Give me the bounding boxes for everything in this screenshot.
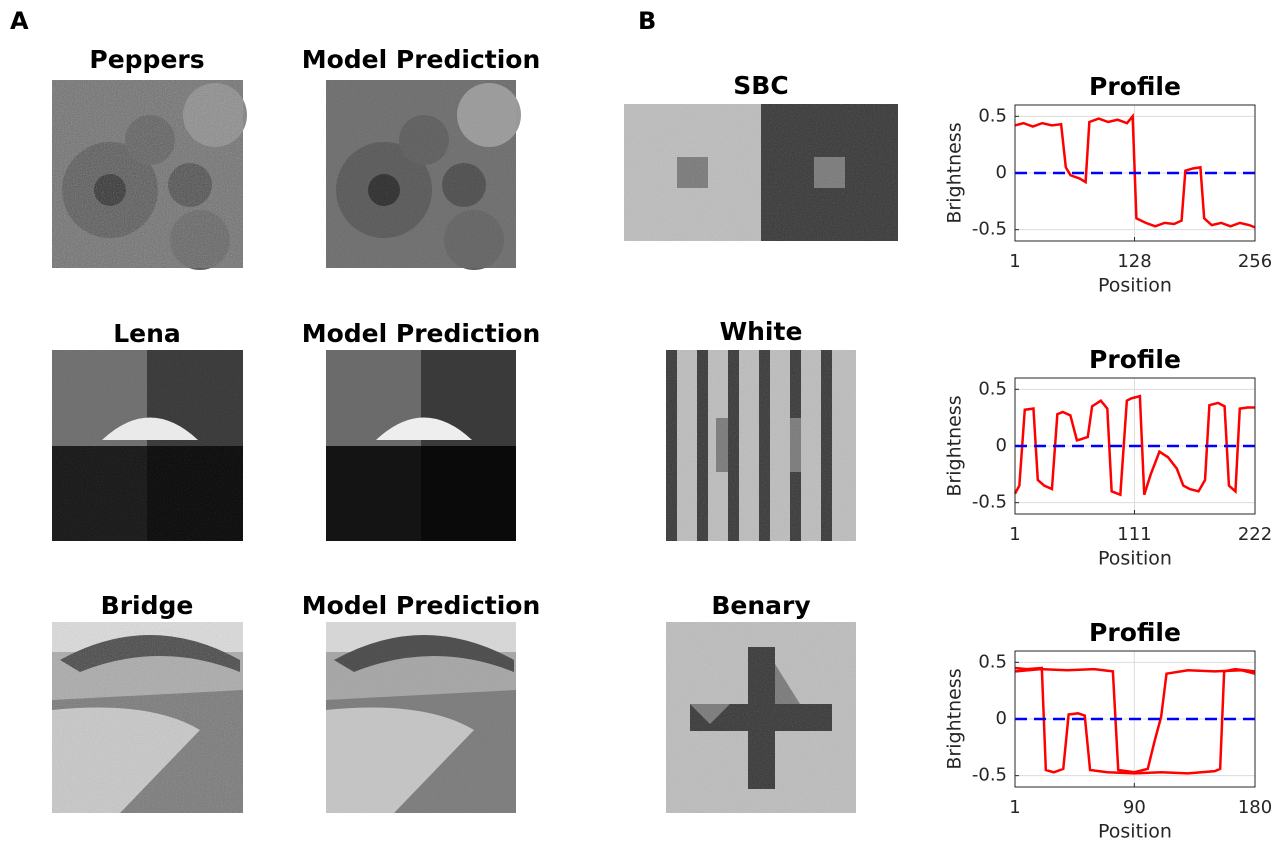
- panel-label: B: [638, 7, 656, 35]
- y-axis-label: Brightness: [944, 122, 966, 223]
- stimulus-title: Benary: [711, 591, 810, 620]
- y-tick-label: -0.5: [972, 219, 1007, 240]
- x-tick-label: 180: [1238, 797, 1272, 818]
- y-tick-label: 0.5: [978, 651, 1007, 672]
- y-axis-label: Brightness: [944, 395, 966, 496]
- y-tick-label: 0.5: [978, 105, 1007, 126]
- chart-title: Profile: [1089, 618, 1181, 647]
- prediction-image: [326, 622, 516, 813]
- image-title: Bridge: [101, 591, 194, 620]
- image-title: Lena: [113, 319, 181, 348]
- sbc-stimulus: [624, 104, 898, 241]
- image-title: Model Prediction: [302, 319, 541, 348]
- y-tick-label: 0: [996, 708, 1007, 729]
- x-tick-label: 111: [1117, 524, 1151, 545]
- peppers-image: [52, 80, 247, 270]
- profile-charts: -0.5 0 0.5 1 128 256 Profile Position Brightness…: [944, 72, 1273, 841]
- x-tick-label: 128: [1117, 251, 1151, 272]
- white-stimulus: [666, 350, 856, 541]
- y-tick-label: -0.5: [972, 765, 1007, 786]
- benary-stimulus: [666, 622, 856, 813]
- stimulus-title: White: [720, 317, 803, 346]
- bridge-image: [52, 622, 243, 813]
- x-tick-label: 256: [1238, 251, 1272, 272]
- chart-title: Profile: [1089, 72, 1181, 101]
- y-tick-label: 0: [996, 435, 1007, 456]
- x-tick-label: 90: [1123, 797, 1146, 818]
- y-tick-label: 0.5: [978, 378, 1007, 399]
- panel-label: A: [10, 7, 29, 35]
- x-axis-label: Position: [1098, 821, 1172, 841]
- chart-title: Profile: [1089, 345, 1181, 374]
- x-tick-label: 1: [1009, 797, 1020, 818]
- image-title: Model Prediction: [302, 591, 541, 620]
- prediction-image: [326, 80, 521, 270]
- y-tick-label: 0: [996, 162, 1007, 183]
- x-tick-label: 222: [1238, 524, 1272, 545]
- image-title: Peppers: [89, 45, 204, 74]
- y-axis-label: Brightness: [944, 668, 966, 769]
- x-axis-label: Position: [1098, 275, 1172, 297]
- x-axis-label: Position: [1098, 548, 1172, 570]
- x-tick-label: 1: [1009, 251, 1020, 272]
- x-tick-label: 1: [1009, 524, 1020, 545]
- image-title: Model Prediction: [302, 45, 541, 74]
- figure: A B Peppers Model Prediction Lena Model …: [0, 0, 1284, 841]
- lena-image: [52, 350, 243, 541]
- y-tick-label: -0.5: [972, 492, 1007, 513]
- stimulus-title: SBC: [733, 71, 788, 100]
- prediction-image: [326, 350, 516, 541]
